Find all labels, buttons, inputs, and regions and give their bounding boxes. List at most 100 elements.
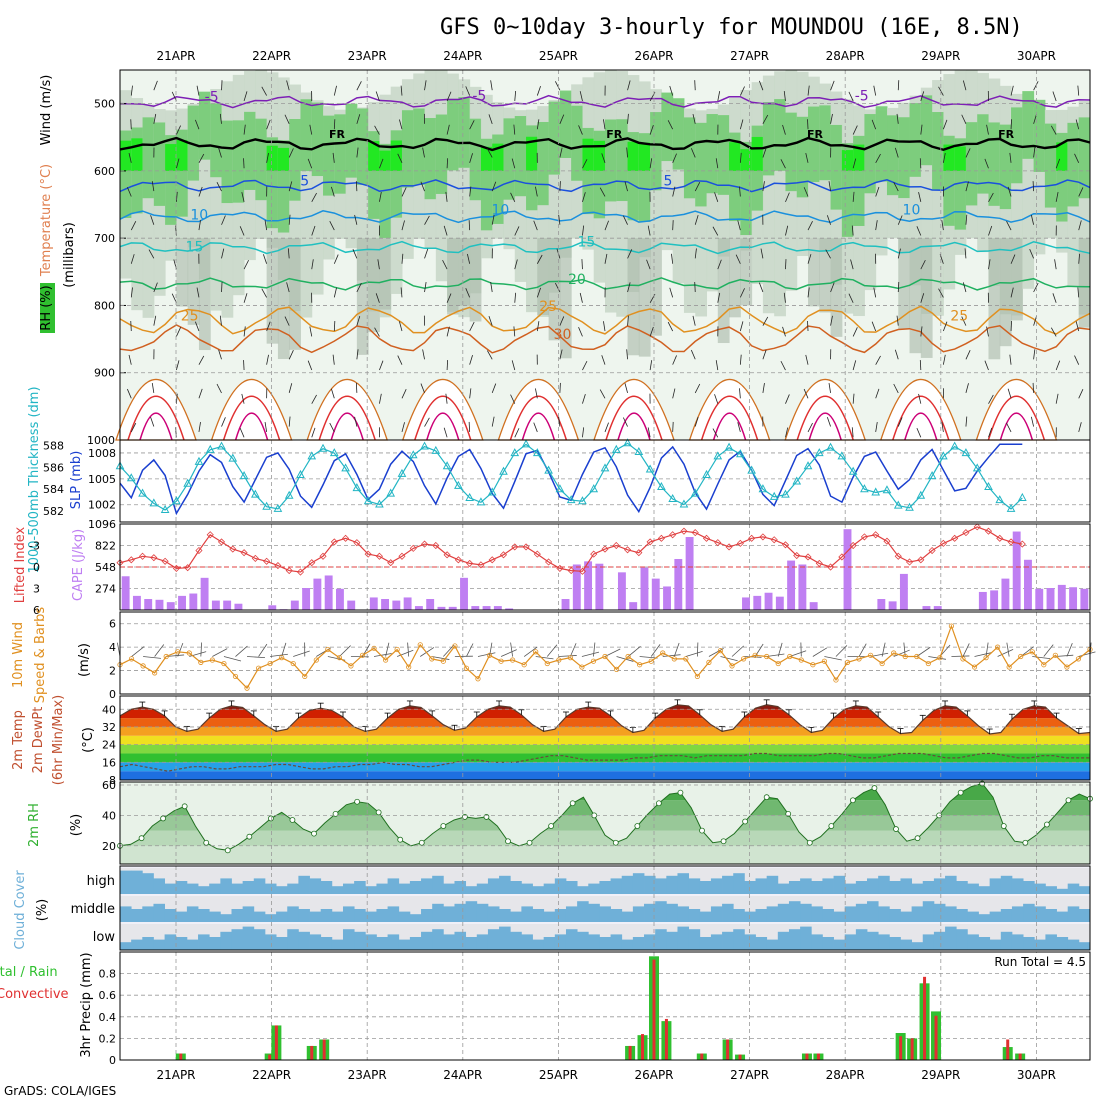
wind-barb <box>919 158 922 169</box>
wind-barb <box>262 254 268 264</box>
rh-cell-moist <box>762 102 775 176</box>
rh-cell-moist <box>616 119 629 202</box>
rh-cell-moist <box>323 115 335 196</box>
surface-barb <box>281 642 287 657</box>
thickness-point <box>972 463 982 472</box>
precip-conv-bar <box>652 959 656 1060</box>
rh-cell-moist <box>1044 123 1057 208</box>
cape-bar <box>1001 578 1010 610</box>
cloud-cell <box>577 931 589 950</box>
cloud-cell <box>710 934 723 950</box>
cloud-cell <box>543 883 556 894</box>
wind-barb <box>712 226 719 236</box>
wind-barb <box>1078 220 1082 231</box>
wind-barb <box>851 225 854 236</box>
wind-barb <box>198 388 203 399</box>
surface-barb <box>893 649 910 657</box>
cloud-cell <box>309 934 322 950</box>
wind-barb <box>422 147 425 158</box>
rh-cell-moist <box>661 92 674 162</box>
temperature-panel: 8 16 24 32 40 (°C) 2m Temp 2m DewPt (6hr Min/Max… <box>11 695 1091 787</box>
lifted-point <box>973 523 981 531</box>
thickness-point <box>544 465 553 474</box>
cloud-cell <box>989 939 1002 950</box>
rh-cell-wet <box>751 136 764 171</box>
wind-barb <box>622 417 628 427</box>
precip-conv-bar <box>1018 1053 1022 1060</box>
wind-barb <box>374 125 380 135</box>
cape-bar <box>1046 588 1055 610</box>
rh-cell-mid <box>559 92 572 258</box>
lifted-point <box>409 544 417 552</box>
precip-conv-bar <box>700 1053 704 1060</box>
lifted-point <box>466 559 474 567</box>
wind-barb <box>1054 259 1057 270</box>
wind-barb <box>1010 119 1012 130</box>
thickness-tick: 586 <box>43 461 64 474</box>
surface-barb <box>673 642 680 657</box>
rh-cell-moist <box>142 117 155 199</box>
cape-bar <box>888 601 897 610</box>
wind-barb <box>1075 119 1080 130</box>
wind-barb <box>490 282 493 293</box>
rh-cell-dry <box>559 238 572 359</box>
freezing-label: FR <box>329 128 346 141</box>
wind-barb <box>401 389 407 399</box>
precip-conv-bar <box>322 1039 326 1060</box>
surface-barb <box>985 642 989 657</box>
wind-speed-point <box>348 663 354 669</box>
rh-cell-wet <box>853 144 865 171</box>
wind-barb <box>894 147 899 158</box>
rh-point <box>332 810 339 817</box>
wind-barb <box>739 388 741 399</box>
surface-barb <box>131 646 145 657</box>
wind-barb <box>442 260 448 270</box>
wind-barb <box>443 427 448 438</box>
wind-barb <box>825 249 831 259</box>
lifted-point <box>759 533 767 541</box>
rh-point <box>655 800 662 807</box>
temp-line <box>119 704 1091 735</box>
rh-cell-dry <box>458 238 471 306</box>
surface-barb <box>489 642 493 657</box>
cloud-cell <box>677 873 690 894</box>
surface-barb <box>293 650 310 657</box>
rh-line <box>119 782 1091 851</box>
wind-barb <box>332 152 335 163</box>
cloud-cell <box>510 911 522 922</box>
wind-barb <box>491 416 495 427</box>
wind-barb <box>627 80 631 91</box>
wind-barb <box>762 147 767 158</box>
wind-barb <box>1055 393 1059 404</box>
wind-barb <box>739 152 742 163</box>
lifted-point <box>420 540 429 548</box>
wind-barb <box>916 427 922 438</box>
surface-barb <box>558 655 577 657</box>
cloud-cell <box>911 883 924 894</box>
temp-tick: 24 <box>102 739 116 752</box>
thickness-point <box>160 504 170 513</box>
rh-cell-moist <box>638 133 651 222</box>
slp-label: SLP (mb) <box>69 451 84 510</box>
wind-barb <box>1029 249 1034 259</box>
cloud-cell <box>833 939 846 950</box>
pressure-tick: 800 <box>94 299 115 312</box>
cloud-cell <box>487 929 500 950</box>
temp-tick: 40 <box>102 703 116 716</box>
cloud-cell <box>588 934 600 950</box>
precip-tick: 0 <box>109 1054 116 1067</box>
cloud-cell <box>733 873 745 894</box>
wind-speed-point <box>209 657 215 663</box>
rh-point <box>612 839 619 846</box>
wind-barb <box>333 321 336 332</box>
wind-barb <box>782 124 786 135</box>
wind-barb <box>578 327 583 337</box>
wind-barb <box>356 114 361 124</box>
rh-cell-mid <box>672 103 685 284</box>
date-label-bottom: 27APR <box>730 1068 769 1082</box>
wind-speed-point <box>798 657 804 663</box>
lifted-point <box>477 561 485 569</box>
rh-cell-moist <box>627 132 640 221</box>
cloud-cell <box>800 903 812 922</box>
